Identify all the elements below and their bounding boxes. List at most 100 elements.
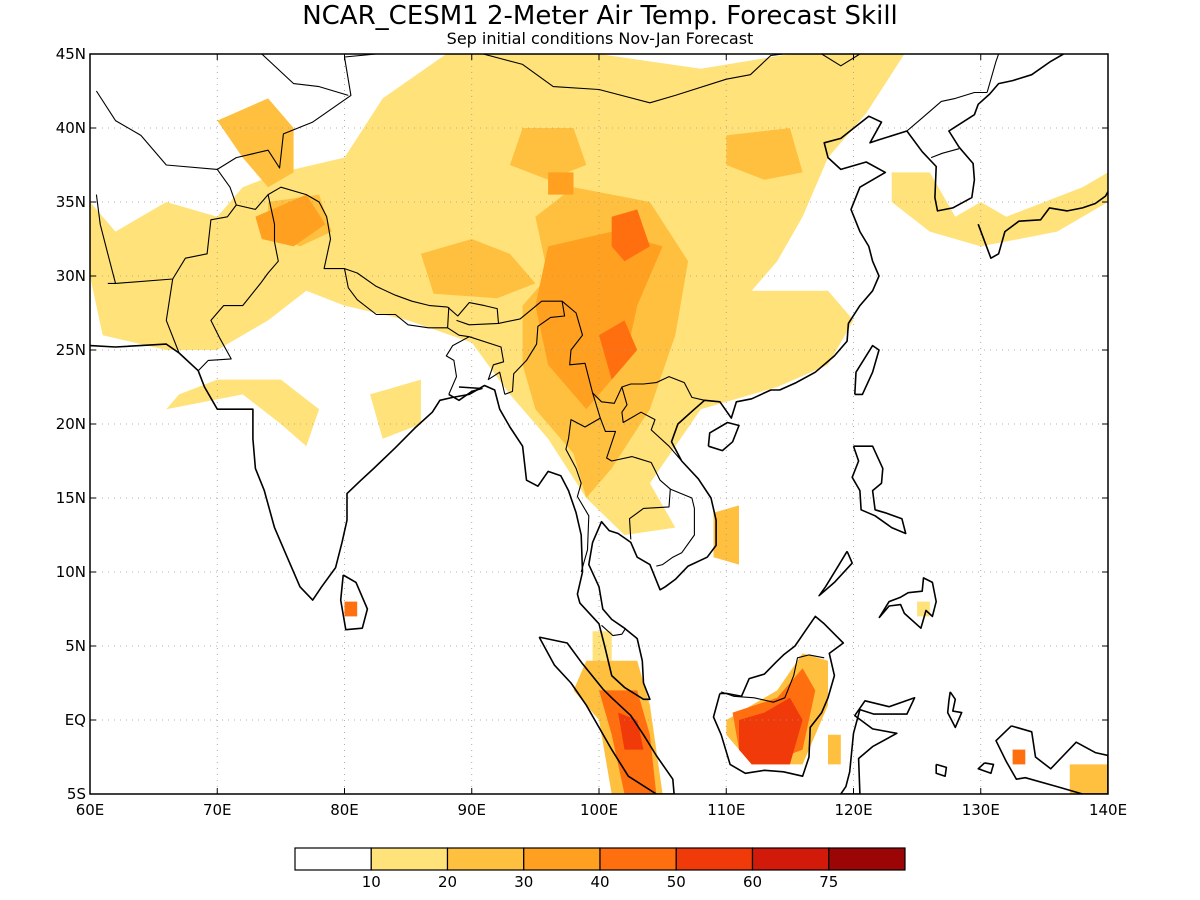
lat-tick-label: 5N — [65, 637, 86, 655]
colorbar-label: 50 — [667, 873, 686, 891]
country-border-13 — [565, 417, 601, 573]
lat-tick-label: 35N — [56, 193, 86, 211]
skill-region-5 — [917, 601, 930, 617]
country-border-15 — [656, 488, 695, 567]
coastline-11 — [977, 191, 1108, 260]
lon-tick-label: 130E — [962, 801, 1000, 819]
map-title: NCAR_CESM1 2-Meter Air Temp. Forecast Sk… — [302, 1, 898, 31]
lon-tick-label: 100E — [580, 801, 618, 819]
skill-region-6 — [217, 98, 294, 188]
skill-region-19 — [548, 172, 574, 195]
coastline-13 — [946, 691, 963, 729]
country-borders — [95, 54, 1000, 703]
latitude-tick-labels: 45N 40N 35N 30N 25N 20N 15N 10N 5N EQ 5S — [56, 45, 86, 803]
country-border-1 — [107, 169, 237, 284]
skill-region-16 — [1069, 764, 1108, 794]
country-border-11 — [561, 300, 705, 404]
lat-tick-label: EQ — [65, 711, 86, 729]
skill-region-1 — [166, 379, 320, 447]
coastline-1 — [448, 386, 483, 402]
lat-tick-label: 30N — [56, 267, 86, 285]
coastline-9 — [851, 445, 907, 535]
colorbar-box-3 — [523, 847, 601, 871]
colorbar-label: 75 — [819, 873, 838, 891]
lat-tick-label: 15N — [56, 489, 86, 507]
lat-tick-label: 5S — [67, 785, 86, 803]
coastline-7 — [840, 696, 916, 794]
map-subtitle: Sep initial conditions Nov-Jan Forecast — [447, 29, 754, 48]
lon-tick-label: 140E — [1089, 801, 1127, 819]
skill-region-26 — [739, 697, 803, 765]
coastline-6 — [712, 615, 845, 778]
colorbar-box-7 — [828, 847, 906, 871]
colorbar-box-1 — [370, 847, 449, 871]
skill-region-20 — [611, 209, 650, 262]
coastline-14 — [935, 763, 948, 778]
country-border-16 — [601, 624, 627, 637]
country-border-4 — [236, 186, 448, 308]
country-border-6 — [343, 268, 450, 329]
skill-region-8 — [420, 239, 536, 299]
skill-region-27 — [618, 712, 644, 750]
colorbar-label: 40 — [590, 873, 609, 891]
colorbar-label: 10 — [362, 873, 381, 891]
skill-region-11 — [726, 128, 803, 180]
colorbar-box-5 — [675, 847, 754, 871]
lat-tick-label: 40N — [56, 119, 86, 137]
coastline-8 — [878, 577, 938, 630]
coastline-5 — [538, 636, 675, 794]
skill-region-25 — [1012, 749, 1026, 765]
skill-region-24 — [344, 601, 358, 617]
country-border-12 — [592, 392, 671, 540]
country-border-7 — [447, 302, 500, 326]
skill-region-3 — [891, 172, 1108, 247]
colorbar-label: 60 — [743, 873, 762, 891]
country-border-21 — [906, 91, 988, 132]
lat-tick-label: 25N — [56, 341, 86, 359]
country-border-5 — [197, 194, 279, 372]
coastline-4 — [854, 344, 880, 396]
axis-ticks — [89, 53, 1109, 795]
map-panel: 60E 70E 80E 90E 100E 110E 120E 130E 140E 45N 40N 3… — [56, 45, 1127, 819]
lon-tick-label: 120E — [834, 801, 872, 819]
coastline-3 — [707, 421, 740, 452]
lat-tick-label: 45N — [56, 45, 86, 63]
lon-tick-label: 80E — [330, 801, 359, 819]
coastline-0 — [90, 54, 1064, 701]
country-border-20 — [483, 54, 784, 104]
skill-shading-layer — [90, 54, 1108, 794]
lat-tick-label: 10N — [56, 563, 86, 581]
coastline-10 — [818, 550, 854, 597]
skill-region-10 — [509, 128, 587, 180]
country-border-10 — [498, 300, 566, 395]
country-border-14 — [621, 386, 683, 462]
country-border-24 — [930, 148, 960, 159]
colorbar-label: 30 — [514, 873, 533, 891]
country-border-18 — [261, 54, 349, 96]
country-border-8 — [447, 327, 506, 395]
lon-tick-label: 70E — [203, 801, 232, 819]
coastline-12 — [995, 725, 1108, 794]
lon-tick-label: 90E — [457, 801, 486, 819]
lon-tick-label: 110E — [707, 801, 745, 819]
lon-tick-label: 60E — [76, 801, 105, 819]
country-border-2 — [165, 278, 180, 354]
country-border-22 — [986, 54, 1000, 93]
colorbar-label: 20 — [438, 873, 457, 891]
colorbar: 10 20 30 40 50 60 75 — [294, 847, 906, 891]
colorbar-labels: 10 20 30 40 50 60 75 — [362, 873, 839, 891]
skill-region-15 — [828, 734, 841, 765]
country-border-9 — [445, 336, 470, 395]
colorbar-box-2 — [446, 847, 525, 871]
country-border-0 — [95, 54, 377, 170]
longitude-tick-labels: 60E 70E 80E 90E 100E 110E 120E 130E 140E — [76, 801, 1127, 819]
colorbar-box-0 — [294, 847, 372, 871]
coastline-15 — [977, 762, 995, 775]
lat-tick-label: 20N — [56, 415, 86, 433]
coastline-2 — [339, 574, 369, 631]
country-border-3 — [95, 194, 117, 284]
skill-region-17 — [255, 194, 326, 247]
colorbar-box-4 — [599, 847, 677, 871]
coastlines — [90, 54, 1108, 794]
colorbar-box-6 — [751, 847, 830, 871]
